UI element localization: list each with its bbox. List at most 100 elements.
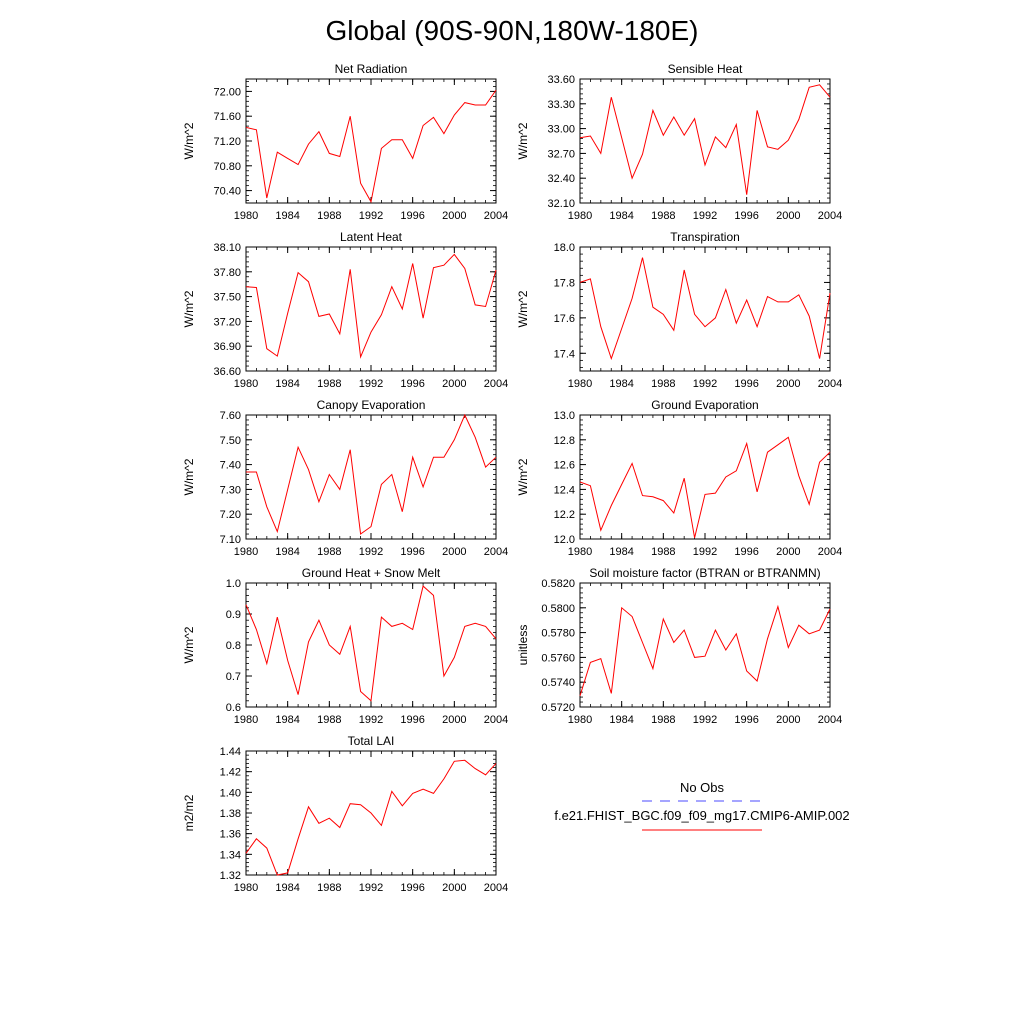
data-point [380,616,383,619]
data-point [370,331,373,334]
x-tick-label: 1992 [359,210,383,222]
x-tick-label: 2004 [484,210,508,222]
x-tick-label: 1996 [400,210,424,222]
data-point [328,644,331,647]
x-tick-label: 1980 [234,210,258,222]
data-point [495,637,498,640]
data-point [662,313,665,316]
plot-frame [245,246,497,372]
data-point [829,451,832,454]
y-tick-label: 7.20 [220,509,241,521]
data-point [297,837,300,840]
y-tick-label: 71.60 [213,111,241,123]
x-tick-label: 2000 [442,210,466,222]
data-point [349,268,352,271]
x-tick-label: 2004 [818,714,842,726]
data-point [672,329,675,332]
x-tick-label: 1992 [359,882,383,894]
x-tick-label: 1996 [400,714,424,726]
y-tick-label: 17.8 [554,277,575,289]
data-point [390,473,393,476]
data-point [286,488,289,491]
x-tick-label: 1984 [275,882,299,894]
y-axis-label: W/m^2 [516,122,530,159]
data-point [662,134,665,137]
legend: No Obs f.e21.FHIST_BGC.f09_f09_mg17.CMIP… [554,780,850,831]
data-point [620,136,623,139]
data-point [432,266,435,269]
y-tick-label: 7.60 [220,410,241,422]
x-tick-label: 2004 [484,546,508,558]
data-point [766,145,769,148]
x-tick-label: 1992 [693,546,717,558]
x-tick-label: 1984 [275,210,299,222]
panel-5: Canopy Evaporation 1980 1984 1988 1992 1996 20… [182,398,508,558]
y-tick-label: 12.0 [554,534,575,546]
data-point [359,803,362,806]
data-point [620,327,623,330]
x-tick-label: 1988 [651,210,675,222]
y-tick-label: 0.5780 [541,628,575,640]
y-axis-label: W/m^2 [182,122,196,159]
panel-title: Ground Heat + Snow Melt [302,566,441,580]
data-point [787,646,790,649]
data-point [390,285,393,288]
y-tick-label: 18.0 [554,242,575,254]
data-point [411,792,414,795]
x-tick-label: 1980 [234,714,258,726]
panel-title: Canopy Evaporation [317,398,426,412]
data-point [797,474,800,477]
data-point [599,325,602,328]
data-point [756,490,759,493]
y-tick-label: 7.50 [220,435,241,447]
series-line [245,585,497,702]
panel-title: Net Radiation [335,62,408,76]
data-point [338,155,341,158]
data-point [328,313,331,316]
data-point [724,649,727,652]
y-tick-label: 0.5820 [541,578,575,590]
data-point [672,116,675,119]
data-point [474,303,477,306]
data-point [641,641,644,644]
data-point [255,286,258,289]
data-point [453,760,456,763]
panel-7: Ground Heat + Snow Melt 1980 1984 1988 1992 1… [182,566,508,726]
data-point [411,157,414,160]
data-point [463,101,466,104]
data-point [693,536,696,539]
y-tick-label: 32.70 [547,148,575,160]
data-point [641,494,644,497]
y-tick-label: 0.9 [226,609,241,621]
data-point [245,471,248,474]
data-point [766,451,769,454]
data-point [631,615,634,618]
x-tick-label: 1980 [568,378,592,390]
data-point [328,473,331,476]
data-point [317,130,320,133]
data-point [829,96,832,99]
data-point [495,456,498,459]
data-point [463,267,466,270]
data-point [338,332,341,335]
x-tick-label: 2000 [776,210,800,222]
y-tick-label: 38.10 [213,242,241,254]
plot-frame [245,78,497,204]
panel-8: Soil moisture factor (BTRAN or BTRANMN) 1… [516,566,842,726]
plot-frame [245,414,497,540]
y-tick-label: 71.20 [213,136,241,148]
y-tick-label: 7.40 [220,460,241,472]
x-tick-label: 1988 [651,378,675,390]
x-tick-label: 2004 [818,210,842,222]
x-tick-label: 1992 [693,378,717,390]
y-tick-label: 70.40 [213,186,241,198]
data-point [338,488,341,491]
y-tick-label: 36.90 [213,341,241,353]
series-line [579,257,831,361]
data-point [704,493,707,496]
data-point [484,104,487,107]
data-point [307,280,310,283]
data-point [735,469,738,472]
x-tick-label: 1984 [609,546,633,558]
data-point [651,109,654,112]
